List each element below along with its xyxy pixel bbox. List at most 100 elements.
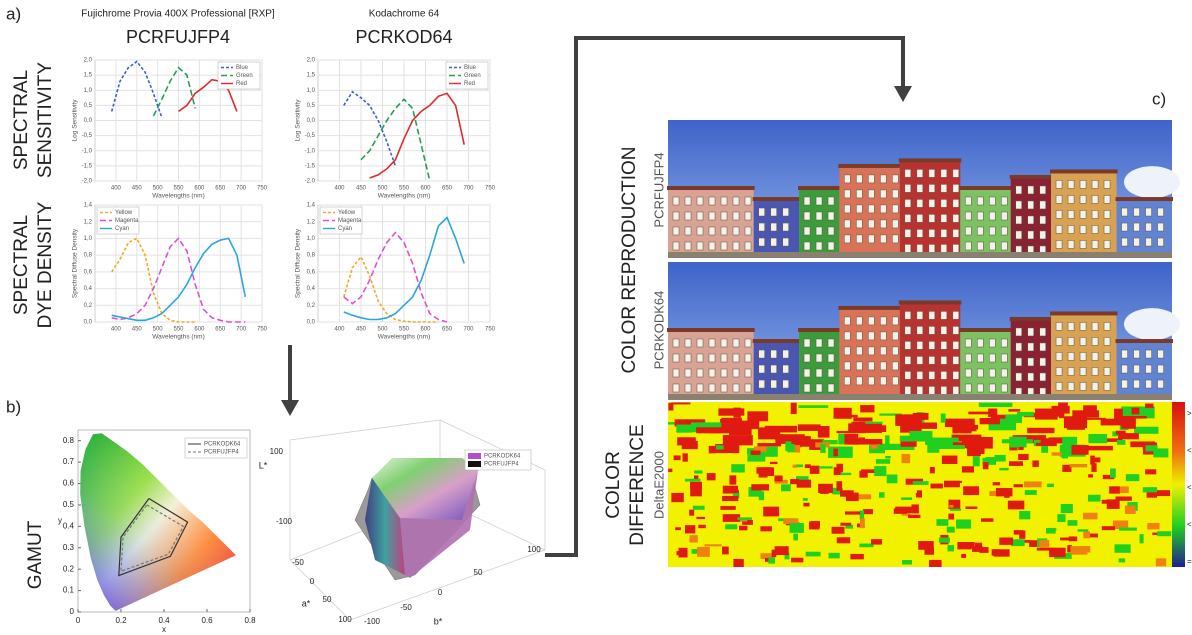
photo-window [733,369,739,377]
y-tick-label: 0,2 [84,303,93,309]
diff-patch [1069,536,1077,541]
diff-patch [733,559,743,567]
x-tick-label: 650 [215,186,226,192]
diff-patch [1018,447,1023,450]
photo-street [668,394,1172,400]
photo-window [917,184,923,192]
y-tick-label: 0,4 [84,286,93,292]
photo-window [1104,195,1110,203]
diff-patch [1145,469,1156,474]
x-tick-label: 500 [153,327,164,333]
diff-patch [690,482,702,490]
diff-patch [860,405,874,412]
photo-window [844,332,850,340]
photo-window [1122,208,1128,216]
z-tick-label: 100 [270,447,284,456]
photo-window [868,190,874,198]
photo-window [1158,208,1164,216]
y-tick-label: 0.4 [63,521,75,530]
y-tick-label: 0,2 [307,303,316,309]
diff-patch [967,447,984,454]
diff-patch [1024,481,1042,487]
photo-window [1056,180,1062,188]
photo-window [1056,322,1062,330]
photo-window [804,197,810,205]
photo-window [989,339,995,347]
diff-patch [860,518,865,528]
x-tick-label: 650 [442,327,453,333]
photo-window [709,197,715,205]
diff-patch [1110,468,1116,477]
photo-window [917,244,923,252]
chart-title: PCRKOD64 [355,27,452,47]
diff-patch [902,454,911,463]
photo-window [1080,210,1086,218]
diff-patch [1145,404,1153,409]
image-label: PCRFUJFP4 [651,152,666,227]
photo-window [929,229,935,237]
photo-window [1056,195,1062,203]
photo-window [965,384,971,392]
photo-window [1068,382,1074,390]
diff-patch [795,445,801,452]
photo-window [816,212,822,220]
photo-window [965,354,971,362]
diff-patch [682,441,698,449]
photo-window [1068,195,1074,203]
photo-window [1056,367,1062,375]
diff-patch [1119,528,1137,531]
y-axis-label: Spectral Diffuse Density [295,228,302,298]
metric-label: DeltaE2000 [651,451,666,519]
photo-window [856,347,862,355]
diff-patch [966,507,978,509]
diff-patch [765,426,797,433]
photo-window [1080,195,1086,203]
photo-window [905,169,911,177]
photo-roof [838,306,900,310]
diff-patch [953,442,967,445]
photo-window [733,212,739,220]
photo-window [868,377,874,385]
photo-window [697,227,703,235]
photo-window [965,242,971,250]
photo-window [941,199,947,207]
photo-window [685,242,691,250]
photo-window [1001,384,1007,392]
diff-patch [845,511,860,514]
photo-window [721,354,727,362]
y-tick-label: 1,2 [307,219,316,225]
diff-patch [737,517,752,520]
legend-label: PCRKODK64 [204,442,241,448]
y-tick-label: 2,0 [84,58,93,64]
photo-roof [798,328,840,332]
diff-patch [973,456,980,466]
photo-window [905,184,911,192]
photo-window [856,317,862,325]
scale-label: =0 [1187,557,1192,566]
photo-window [941,311,947,319]
photo-window [917,341,923,349]
photo-window [1056,352,1062,360]
diff-patch [874,466,886,476]
y-tick-label: 0,6 [307,269,316,275]
diff-patch [828,447,853,458]
row-label: SPECTRAL [11,70,32,170]
diff-patch [1070,546,1087,555]
diff-patch [785,441,791,451]
photo-window [856,235,862,243]
photo-window [953,169,959,177]
photo-window [1040,373,1046,381]
diff-patch [671,402,690,404]
photo-window [1080,352,1086,360]
photo-window [733,354,739,362]
diff-patch [1147,523,1159,529]
photo-window [759,238,765,246]
legend-label: Cyan [115,226,129,232]
diff-patch [1115,544,1131,552]
y-tick-label: 0,0 [307,118,316,124]
box-edge [290,560,350,620]
diff-patch [731,464,745,472]
photo-window [1146,208,1152,216]
x-axis-label: x [162,625,166,634]
photo-window [721,369,727,377]
